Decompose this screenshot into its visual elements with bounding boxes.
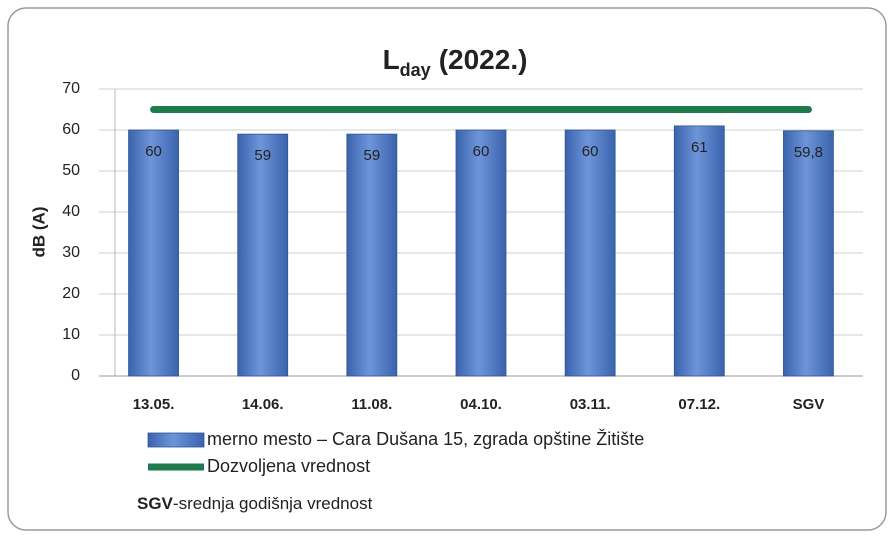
y-tick-label: 60 [62,121,80,138]
data-label: 60 [145,143,162,160]
chart-title: Lday (2022.) [383,44,528,79]
legend-label: merno mesto – Cara Dušana 15, zgrada opš… [207,429,644,449]
bar [128,129,179,377]
title-subscript: day [400,60,431,80]
bar [783,130,834,377]
x-tick-label: SGV [793,396,825,413]
y-tick-label: 70 [62,80,80,97]
bar [673,125,725,377]
y-tick-label: 30 [62,244,80,261]
data-label: 59,8 [794,144,823,161]
x-tick-label: 13.05. [133,396,175,413]
y-tick-label: 0 [71,367,80,384]
footnote: SGV-srednja godišnja vrednost [137,494,373,513]
y-tick-label: 40 [62,203,80,220]
x-tick-label: 11.08. [351,396,392,413]
x-tick-label: 04.10. [460,396,502,413]
y-tick-label: 50 [62,162,80,179]
legend-label: Dozvoljena vrednost [207,456,370,476]
bar [455,129,507,377]
x-tick-label: 14.06. [242,396,284,413]
data-label: 61 [691,139,708,156]
title-year: (2022.) [439,44,528,75]
frame [7,7,887,531]
legend-swatch [147,432,205,448]
data-label: 59 [254,147,271,164]
bar [237,133,289,377]
footnote-term: SGV [137,494,174,513]
data-label: 60 [582,143,599,160]
y-axis-label: dB (A) [29,207,48,258]
y-tick-label: 20 [62,285,80,302]
bar [564,129,616,377]
bar [346,133,398,377]
data-label: 59 [364,147,381,164]
data-label: 60 [473,143,490,160]
title-base: L [383,44,400,75]
x-tick-label: 03.11. [570,396,611,413]
y-tick-label: 10 [62,326,80,343]
footnote-text: -srednja godišnja vrednost [173,494,373,513]
x-tick-label: 07.12. [678,396,720,413]
